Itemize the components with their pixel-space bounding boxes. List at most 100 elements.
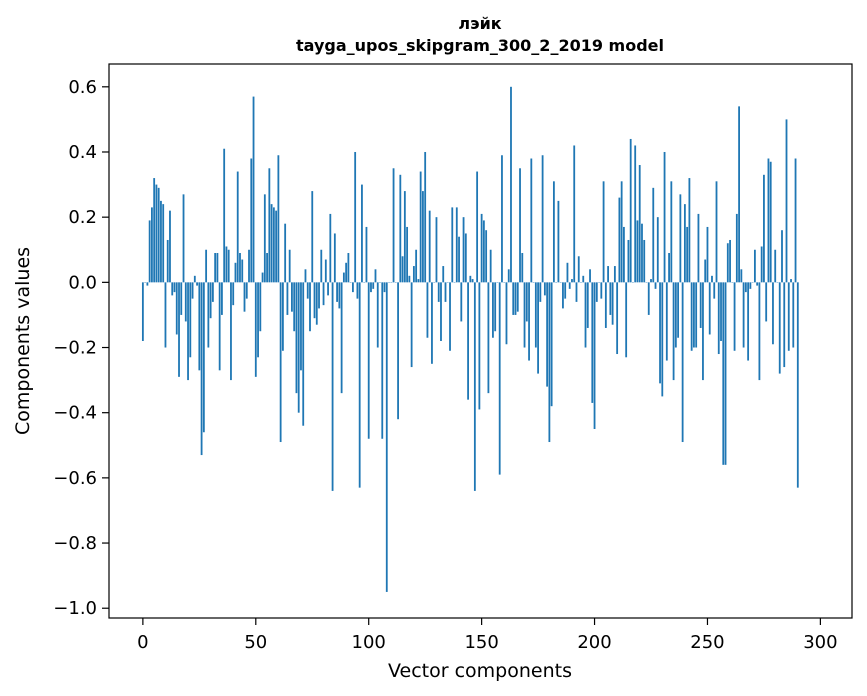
bar: [611, 282, 614, 325]
bar: [510, 86, 512, 283]
bar: [376, 282, 379, 348]
bar: [455, 207, 458, 283]
bar: [670, 181, 673, 283]
bar: [198, 282, 201, 371]
bar: [471, 279, 474, 283]
x-tick-label: 300: [803, 632, 837, 653]
bar: [449, 282, 451, 351]
bar: [406, 226, 409, 283]
bar: [792, 282, 795, 348]
bar: [230, 282, 232, 381]
bar: [638, 165, 641, 283]
bar: [462, 217, 465, 283]
bar: [399, 174, 402, 283]
bar: [211, 282, 214, 302]
bar: [772, 282, 774, 345]
bar: [693, 282, 695, 348]
bar: [155, 184, 158, 283]
bar: [295, 282, 298, 394]
bar: [336, 282, 338, 302]
bar: [241, 259, 244, 283]
bar: [397, 282, 399, 420]
bar: [489, 249, 492, 283]
bar: [697, 213, 700, 283]
x-axis-label: Vector components: [388, 660, 572, 682]
bar: [333, 233, 336, 283]
bar: [175, 282, 178, 335]
bar: [426, 282, 429, 338]
bar: [187, 282, 189, 381]
bar: [381, 282, 384, 439]
bar: [528, 282, 530, 361]
bar: [663, 151, 666, 283]
bar: [444, 282, 447, 302]
bar: [279, 282, 282, 443]
bar: [760, 246, 763, 283]
bar: [473, 282, 476, 491]
bar: [512, 282, 515, 315]
x-tick-label: 150: [464, 632, 498, 653]
bar: [162, 204, 165, 283]
bar: [550, 282, 553, 407]
bar: [609, 282, 612, 315]
bar: [322, 282, 325, 306]
bar: [767, 158, 770, 283]
bar: [354, 151, 357, 283]
bar: [352, 282, 354, 293]
bar: [315, 282, 318, 325]
x-tick-label: 200: [577, 632, 611, 653]
bar: [543, 282, 546, 296]
bar: [302, 282, 305, 426]
bar: [577, 256, 580, 283]
x-tick-label: 50: [244, 632, 267, 653]
bar: [769, 161, 772, 283]
bar: [340, 282, 343, 394]
bar: [370, 282, 372, 293]
bar: [356, 282, 359, 299]
bar: [218, 282, 221, 371]
bar: [148, 220, 151, 283]
bar: [225, 246, 228, 283]
bar: [679, 194, 682, 283]
bar: [410, 282, 413, 368]
bar: [324, 259, 327, 283]
bar: [738, 106, 740, 283]
bar: [342, 272, 345, 283]
bar: [374, 269, 377, 283]
y-tick-label: −1.0: [53, 598, 97, 619]
bar: [625, 282, 628, 358]
x-tick-label: 0: [137, 632, 148, 653]
bar: [659, 282, 661, 384]
bar: [431, 282, 433, 364]
bar: [338, 282, 341, 309]
bar: [627, 239, 630, 283]
bar: [437, 282, 440, 302]
y-tick-label: −0.2: [53, 338, 97, 359]
bar: [749, 282, 752, 289]
bar: [672, 282, 675, 381]
bar: [758, 282, 761, 381]
bar: [202, 282, 205, 433]
bar: [571, 279, 573, 283]
bar: [711, 275, 713, 283]
bar: [239, 253, 241, 283]
bar: [164, 282, 167, 348]
bar: [584, 282, 587, 348]
bar: [286, 282, 289, 315]
bar: [790, 279, 792, 283]
bar: [706, 226, 709, 283]
y-tick-label: 0.0: [68, 272, 97, 293]
bar: [656, 217, 659, 283]
bar: [763, 174, 765, 283]
bar: [209, 282, 212, 319]
bar: [184, 282, 187, 322]
bar: [157, 187, 160, 283]
bar: [744, 282, 747, 293]
bar: [318, 282, 320, 309]
bar: [401, 256, 404, 283]
bar: [562, 282, 564, 309]
bar: [275, 210, 278, 283]
bar: [796, 282, 799, 488]
bar: [602, 181, 605, 283]
